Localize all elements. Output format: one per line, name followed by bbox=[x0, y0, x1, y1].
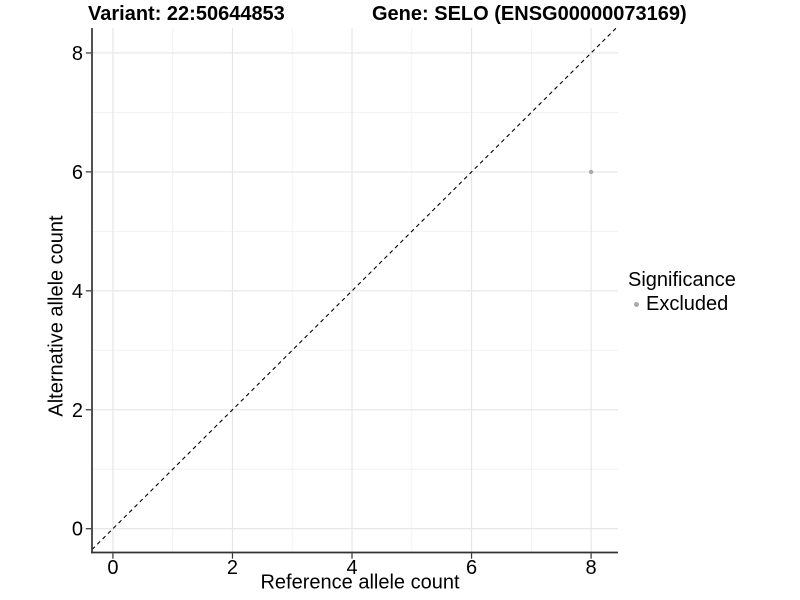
y-tick-label: 4 bbox=[72, 281, 83, 303]
legend-item-label: Excluded bbox=[646, 293, 729, 315]
data-point bbox=[588, 169, 594, 175]
legend-item-excluded: Excluded bbox=[628, 293, 736, 316]
y-tick-label: 2 bbox=[72, 400, 83, 422]
y-tick-label: 6 bbox=[72, 162, 83, 184]
legend-key-dot bbox=[634, 302, 639, 307]
y-tick-label: 0 bbox=[72, 519, 83, 541]
x-tick-label: 8 bbox=[586, 557, 597, 579]
x-tick-label: 0 bbox=[107, 557, 118, 579]
x-tick-label: 6 bbox=[466, 557, 477, 579]
legend: Significance Excluded bbox=[628, 269, 736, 316]
variant-title: Variant: 22:50644853 bbox=[88, 3, 285, 25]
y-tick-label: 8 bbox=[72, 43, 83, 65]
identity-dashed-line bbox=[91, 27, 617, 550]
y-axis-title: Alternative allele count bbox=[45, 215, 68, 417]
x-axis-title: Reference allele count bbox=[260, 571, 460, 594]
x-tick-label: 2 bbox=[227, 557, 238, 579]
x-tick-label: 4 bbox=[346, 557, 357, 579]
legend-title: Significance bbox=[628, 269, 736, 291]
gene-title: Gene: SELO (ENSG00000073169) bbox=[372, 3, 687, 25]
